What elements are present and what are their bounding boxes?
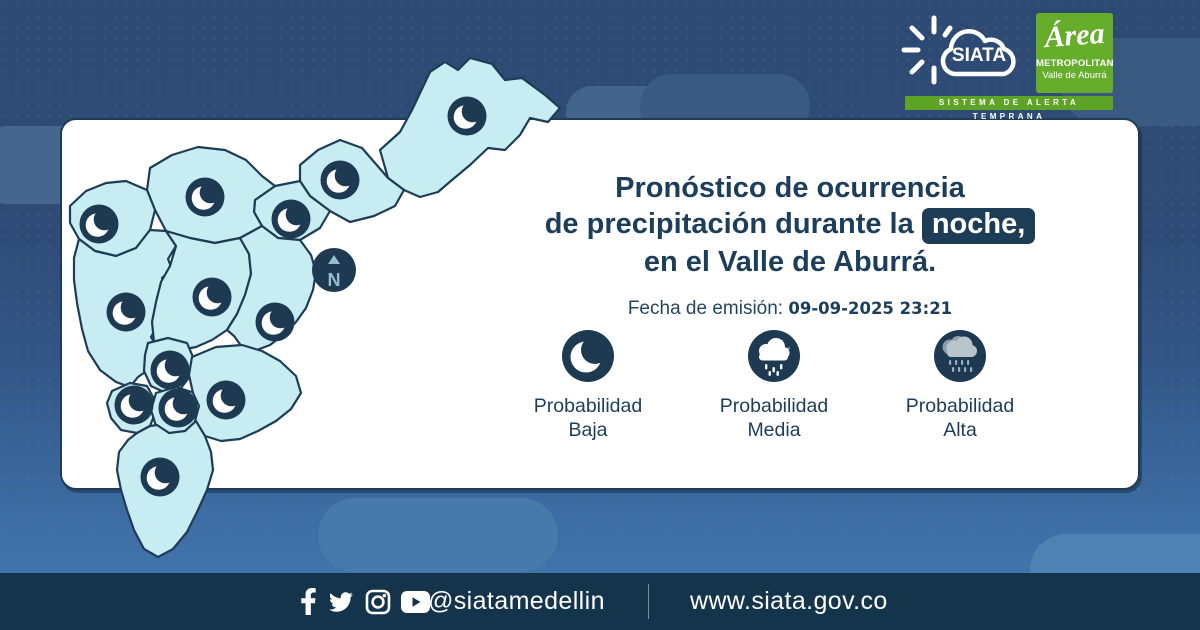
emission-value: 09-09-2025 23:21 bbox=[788, 299, 953, 318]
valle-de-aburra-map: N bbox=[68, 56, 562, 559]
legend-item-media: Probabilidad Media bbox=[684, 330, 864, 442]
legend-label: Probabilidad Alta bbox=[905, 395, 1015, 441]
title-line1: Pronóstico de ocurrencia bbox=[615, 172, 965, 204]
cloud-heavy-rain-icon bbox=[934, 330, 986, 382]
social-icons bbox=[300, 573, 430, 630]
legend-label: Probabilidad Media bbox=[719, 395, 829, 441]
moon-icon bbox=[562, 330, 614, 382]
facebook-icon[interactable] bbox=[300, 588, 317, 615]
footer-bar: @siatamedellin www.siata.gov.co bbox=[0, 573, 1200, 630]
website-link[interactable]: www.siata.gov.co bbox=[690, 587, 888, 615]
title-line3: en el Valle de Aburrá. bbox=[643, 246, 937, 278]
area-logo-script: Área bbox=[1043, 16, 1106, 55]
title-line2: de precipitación durante la noche, bbox=[528, 206, 1052, 244]
instagram-icon[interactable] bbox=[365, 589, 391, 615]
area-logo-line2: METROPOLITANA bbox=[1036, 58, 1113, 69]
noche-highlight-badge: noche, bbox=[921, 208, 1036, 244]
siata-logo-text: SIATA bbox=[952, 45, 1006, 66]
emission-label: Fecha de emisión: bbox=[627, 298, 784, 319]
area-metropolitana-logo: Área METROPOLITANA Valle de Aburrá bbox=[1036, 13, 1113, 93]
social-handle[interactable]: @siatamedellin bbox=[428, 587, 605, 615]
siata-logo: SIATA bbox=[898, 10, 1028, 99]
youtube-icon[interactable] bbox=[401, 590, 430, 613]
north-label: N bbox=[328, 270, 341, 290]
forecast-title: Pronóstico de ocurrencia de precipitació… bbox=[528, 170, 1052, 327]
twitter-icon[interactable] bbox=[327, 590, 355, 614]
legend-label: Probabilidad Baja bbox=[533, 395, 643, 441]
footer-divider bbox=[648, 584, 649, 619]
legend-item-alta: Probabilidad Alta bbox=[870, 330, 1050, 442]
sistema-alerta-temprana-bar: SISTEMA DE ALERTA TEMPRANA bbox=[905, 96, 1113, 121]
north-compass-icon: N bbox=[312, 248, 356, 292]
legend-item-baja: Probabilidad Baja bbox=[498, 330, 678, 442]
background-cloud bbox=[318, 498, 558, 572]
cloud-drizzle-moon-icon bbox=[748, 330, 800, 382]
probability-legend: Probabilidad Baja Probabilidad Media bbox=[498, 330, 1050, 442]
cloud-outline-icon bbox=[940, 29, 1016, 77]
area-logo-line3: Valle de Aburrá bbox=[1042, 70, 1107, 81]
sun-rays-icon bbox=[901, 15, 953, 85]
emission-date-row: Fecha de emisión: 09-09-2025 23:21 bbox=[528, 291, 1052, 327]
title-line2-prefix: de precipitación durante la bbox=[544, 208, 914, 240]
